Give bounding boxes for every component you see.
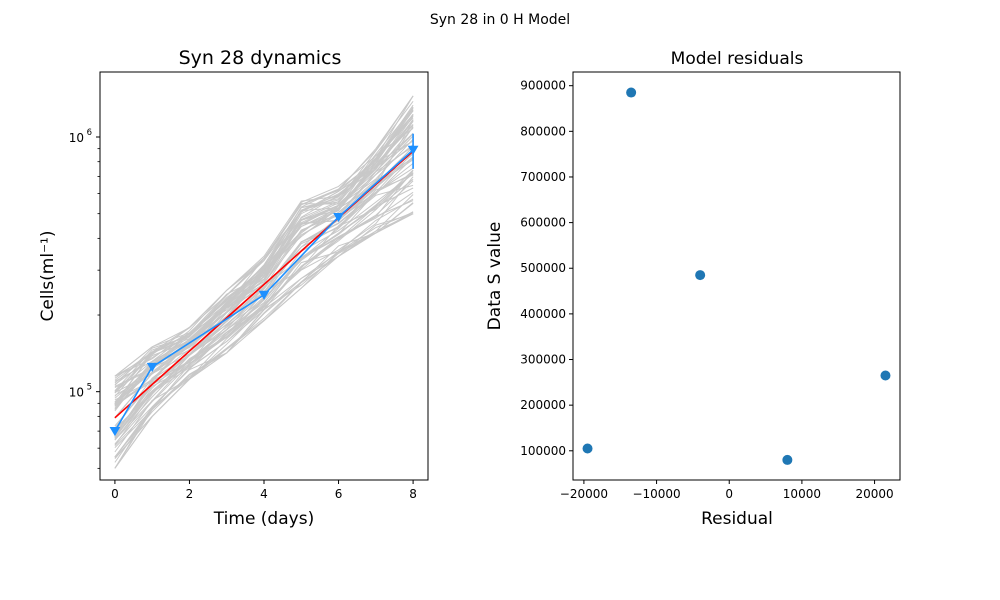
dynamics-y-label: Cells(ml⁻¹) [38,231,58,322]
data-point [407,145,419,155]
ensemble-trajectory [114,194,414,458]
ensemble-trajectory [114,211,414,458]
residual-point [626,87,637,98]
ensemble-trajectory [114,145,414,396]
ensemble-trajectory [114,113,414,385]
ensemble-trajectory [114,163,414,430]
residuals-axes-frame [572,71,901,481]
ensemble-trajectory [114,200,414,453]
residuals-title: Model residuals [671,49,804,69]
residuals-panel: Model residuals −20000 −10000 0 10000 20000 1… [485,49,901,529]
ensemble-trajectory [114,202,414,469]
figure-suptitle: Syn 28 in 0 H Model [430,12,570,28]
x-tick-label: −10000 [632,487,680,501]
ensemble-trajectory [114,107,414,381]
residual-point [782,454,793,465]
residual-point [880,370,891,381]
ensemble-trajectory [114,213,414,458]
y-tick-exponent: 5 [87,383,92,393]
ensemble-trajectory [114,153,414,406]
residuals-axes: −20000 −10000 0 10000 20000 100000 200000 30000… [520,79,893,501]
y-tick-label: 500000 [520,261,566,275]
x-tick-label: 4 [260,487,268,501]
x-tick-label: −20000 [560,487,608,501]
y-tick-label: 10 [69,131,84,145]
y-tick-label: 700000 [520,170,566,184]
y-tick-label: 200000 [520,398,566,412]
x-tick-label: 6 [335,487,343,501]
dynamics-title: Syn 28 dynamics [179,47,342,69]
data-point [146,362,158,373]
x-tick-label: 20000 [855,487,893,501]
data-point [109,427,121,437]
residuals-y-label: Data S value [485,222,505,331]
y-tick-label: 900000 [520,79,566,93]
ensemble-trajectory [114,95,414,379]
x-tick-label: 8 [409,487,417,501]
ensemble-trajectory [114,104,414,384]
y-tick-label: 400000 [520,307,566,321]
dynamics-plot-area [109,95,419,469]
ensemble-trajectory [114,114,414,382]
dynamics-x-label: Time (days) [213,509,314,529]
y-tick-label: 300000 [520,353,566,367]
ensemble-trajectory [114,198,414,463]
y-tick-label: 100000 [520,444,566,458]
y-tick-label: 800000 [520,124,566,138]
residual-point [582,443,593,454]
ensemble-trajectory [114,113,414,377]
ensemble-trajectory [114,151,414,437]
x-tick-label: 0 [111,487,119,501]
residuals-x-label: Residual [701,509,773,529]
ensemble-trajectory [114,213,414,469]
data-point [258,290,270,300]
residuals-plot-area [582,87,891,465]
ensemble-trajectory [114,213,414,469]
y-tick-label: 10 [69,386,84,400]
ensemble-trajectory [114,211,414,460]
y-tick-exponent: 6 [87,128,92,138]
y-tick-label: 600000 [520,216,566,230]
residual-point [695,270,706,281]
x-tick-label: 10000 [783,487,821,501]
ensemble-trajectory [114,144,414,393]
data-point [333,212,344,223]
ensemble-trajectory [114,203,414,469]
ensemble-trajectory [114,191,414,447]
ensemble-trajectory [114,213,414,459]
x-tick-label: 0 [725,487,733,501]
ensemble-trajectory [114,119,414,386]
ensemble-trajectory [114,107,414,377]
ensemble-trajectory [114,172,414,438]
x-tick-label: 2 [186,487,194,501]
